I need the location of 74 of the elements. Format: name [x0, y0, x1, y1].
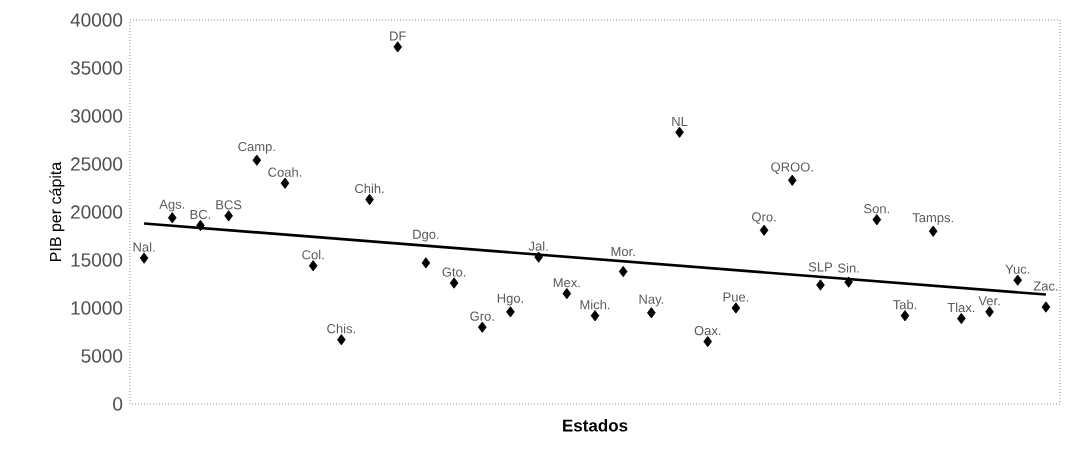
- y-tick-label: 40000: [70, 13, 123, 27]
- point: [872, 214, 882, 226]
- x-tick-label: Col.: [302, 249, 324, 260]
- point: [618, 265, 628, 278]
- x-tick-label: Mex.: [553, 278, 580, 288]
- x-tick-label: Dgo.: [413, 229, 439, 242]
- y-tick-label: 15000: [71, 253, 123, 267]
- x-tick-label: Nal.: [133, 242, 155, 252]
- x-tick-label: Qro.: [752, 212, 776, 224]
- x-tick-label: Sin.: [838, 263, 859, 273]
- x-tick-label: Mor.: [611, 247, 635, 257]
- x-tick-label: SLP: [808, 262, 833, 272]
- x-tick-label: Tlax.: [947, 302, 975, 313]
- x-tick-label: Camp.: [238, 142, 275, 154]
- x-tick-label: Hgo.: [497, 293, 523, 306]
- point: [167, 212, 177, 224]
- x-tick-label: Zac.: [1033, 281, 1058, 291]
- x-tick-label: Oax.: [694, 326, 721, 336]
- point: [421, 257, 431, 269]
- point: [393, 41, 403, 53]
- point: [787, 174, 797, 186]
- x-tick-label: Yuc.: [1005, 264, 1030, 274]
- y-tick-label: 5000: [81, 349, 123, 363]
- point: [675, 126, 684, 138]
- x-tick-label: QROO.: [771, 162, 813, 174]
- x-tick-label: Chis.: [327, 323, 355, 334]
- x-tick-label: Tab.: [893, 299, 917, 310]
- x-tick-label: Son.: [864, 204, 889, 214]
- x-axis-title: Estados: [563, 419, 628, 432]
- x-tick-label: Ags.: [159, 199, 185, 212]
- point: [985, 306, 994, 318]
- y-tick-label: 10000: [71, 301, 123, 315]
- x-tick-label: DF: [390, 31, 406, 41]
- x-tick-label: BC.: [190, 209, 211, 220]
- point: [449, 277, 459, 289]
- point: [844, 276, 853, 288]
- y-tick-label: 20000: [71, 205, 123, 219]
- y-tick-label: 30000: [70, 109, 123, 123]
- point: [731, 302, 741, 314]
- x-tick-label: Chih.: [355, 183, 384, 194]
- point: [337, 334, 346, 346]
- y-tick-label: 0: [113, 397, 123, 411]
- point: [280, 177, 290, 189]
- point: [139, 252, 149, 264]
- x-tick-label: Ver.: [978, 296, 1000, 306]
- y-tick-label: 35000: [70, 61, 123, 75]
- x-tick-label: Gro.: [470, 311, 494, 321]
- point: [1041, 301, 1051, 313]
- point: [900, 310, 910, 322]
- y-axis-title: PIB per cápita: [49, 161, 65, 261]
- x-tick-label: BCS: [216, 200, 242, 210]
- point: [224, 210, 233, 222]
- x-tick-label: NL: [672, 116, 688, 126]
- x-tick-label: Gto.: [442, 267, 466, 277]
- point: [647, 307, 656, 319]
- point: [534, 251, 543, 263]
- y-tick-label: 25000: [71, 157, 123, 171]
- point: [308, 260, 318, 272]
- point: [1013, 274, 1023, 286]
- point: [477, 321, 487, 333]
- x-tick-label: Coah.: [268, 167, 302, 177]
- point: [562, 288, 572, 300]
- x-tick-label: Pue.: [723, 292, 749, 302]
- point: [816, 279, 825, 291]
- point: [506, 306, 515, 318]
- point: [703, 336, 713, 348]
- point: [252, 154, 262, 166]
- x-tick-label: Tamps.: [912, 213, 953, 225]
- x-tick-label: Jal.: [528, 241, 548, 251]
- point: [590, 310, 600, 322]
- point: [928, 225, 938, 237]
- x-tick-label: Mich.: [580, 299, 610, 310]
- point: [759, 224, 769, 236]
- x-tick-label: Nay.: [639, 294, 664, 307]
